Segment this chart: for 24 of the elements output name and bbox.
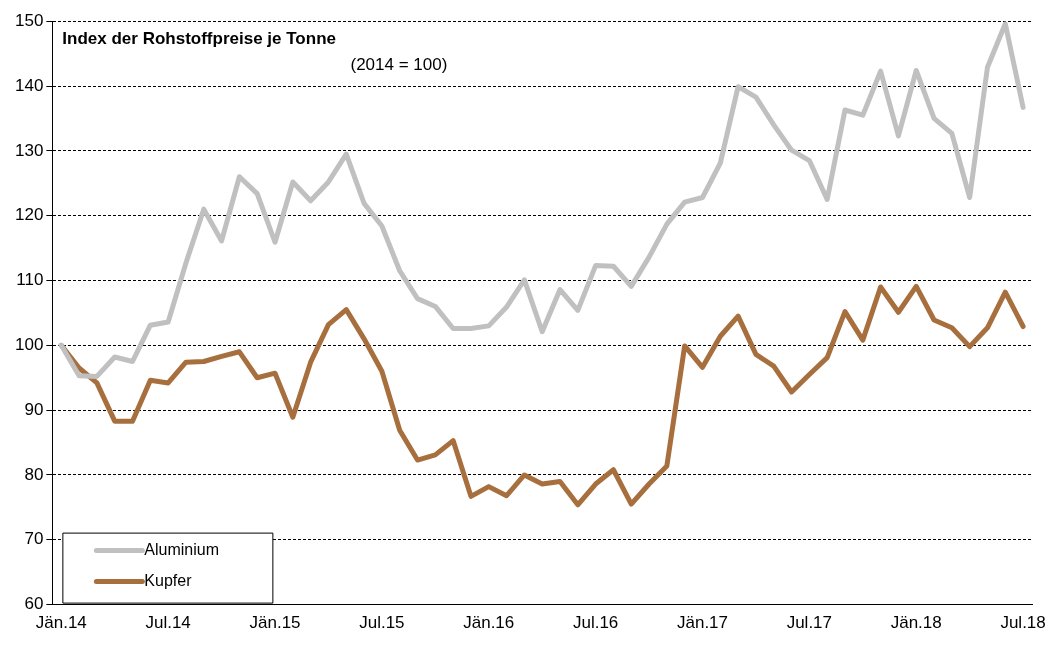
y-tick-label: 70 xyxy=(24,529,44,549)
text: Index der Rohstoffpreise je Tonne xyxy=(62,29,336,49)
text: (2014 = 100) xyxy=(350,55,448,75)
x-tick-label: Jul.14 xyxy=(145,613,191,633)
x-tick-label: Jän.14 xyxy=(35,613,87,633)
y-tick-label: 90 xyxy=(24,399,44,419)
x-tick-label: Jän.17 xyxy=(676,613,729,633)
x-tick-label: Jul.16 xyxy=(572,613,619,633)
x-tick-label: Jul.15 xyxy=(359,613,405,633)
y-tick-label: 100 xyxy=(14,335,44,354)
x-tick-label: Jän.18 xyxy=(890,613,942,633)
y-tick-label: 120 xyxy=(14,205,44,225)
x-tick-label: Jän.15 xyxy=(249,613,301,633)
y-tick-label: 60 xyxy=(24,594,44,614)
legend-label: Kupfer xyxy=(144,572,193,590)
x-tick-label: Jul.17 xyxy=(786,613,833,633)
y-tick-label: 110 xyxy=(16,270,44,290)
y-tick-label: 130 xyxy=(14,140,44,160)
legend-label: Aluminium xyxy=(144,541,220,559)
x-tick-label: Jul.18 xyxy=(1000,613,1046,633)
y-tick-label: 140 xyxy=(14,75,44,95)
y-tick-label: 80 xyxy=(24,464,44,484)
x-tick-label: Jän.16 xyxy=(463,613,515,633)
y-tick-label: 150 xyxy=(14,10,44,30)
